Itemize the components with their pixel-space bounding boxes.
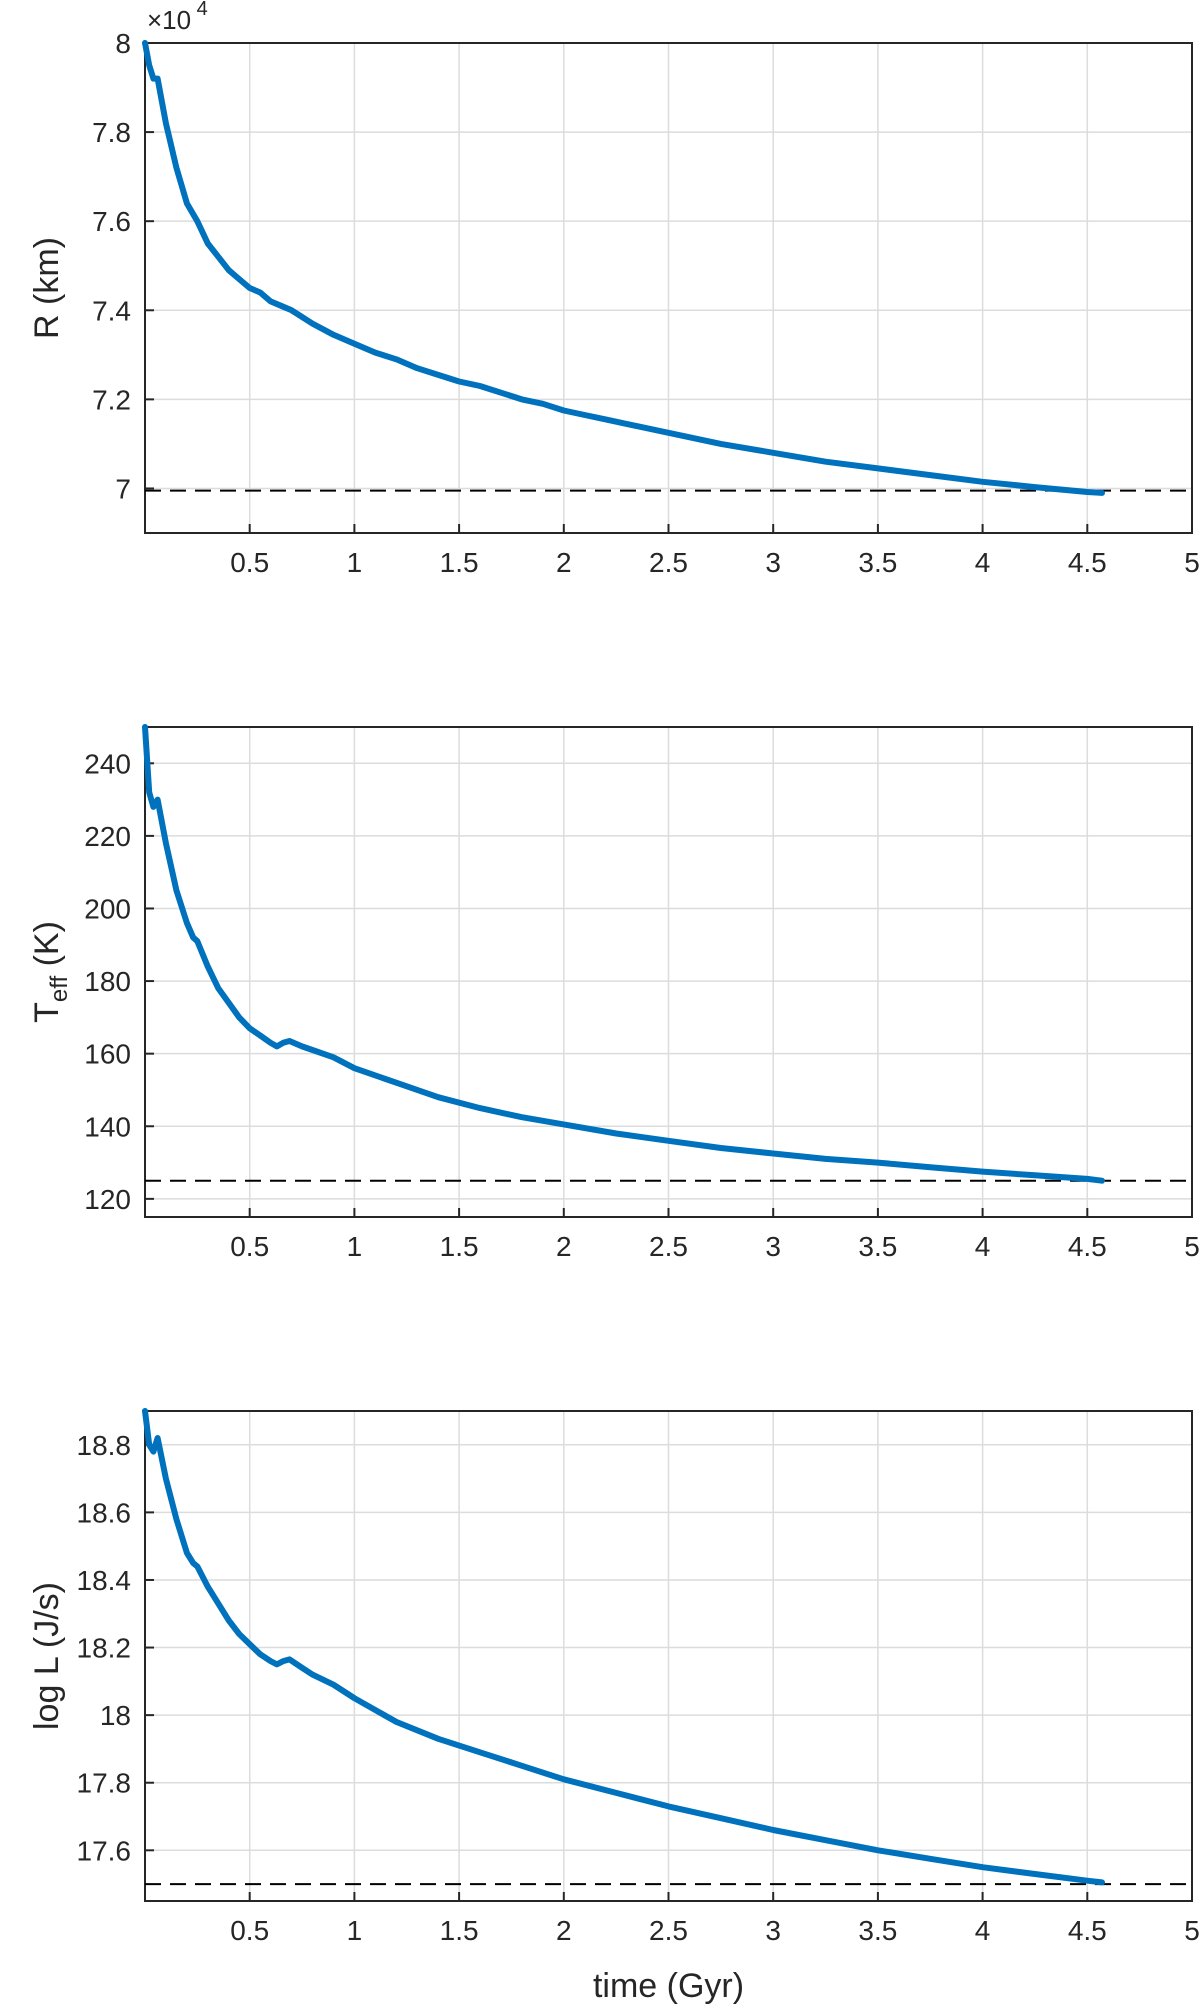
x-tick-label: 1	[347, 547, 363, 578]
x-tick-label: 0.5	[230, 547, 269, 578]
y-exponent-base: ×10	[147, 5, 191, 35]
y-tick-label: 7.8	[92, 117, 131, 148]
x-tick-label: 4	[975, 547, 991, 578]
chart-panel-2: 0.5 1 1.5 2 2.5 3 3.5 4 4.5 5 120 140 160 180 200 220 24…	[28, 724, 1200, 1262]
y-axis-label-subscript: eff	[46, 976, 73, 1003]
y-axis-label: log L (J/s)	[28, 1582, 66, 1730]
x-tick-label: 3	[765, 1915, 781, 1946]
y-tick-label: 7.2	[92, 384, 131, 415]
y-tick-label: 18.8	[77, 1430, 132, 1461]
x-tick-label: 2.5	[649, 547, 688, 578]
y-axis-label-main: T	[28, 1002, 66, 1023]
x-tick-label: 3	[765, 547, 781, 578]
y-axis-label: Teff (K)	[28, 921, 73, 1023]
x-axis-label: time (Gyr)	[593, 1967, 744, 2005]
x-tick-label: 3.5	[858, 1231, 897, 1262]
x-tick-label: 1	[347, 1231, 363, 1262]
x-tick-label: 3	[765, 1231, 781, 1262]
x-tick-label: 5	[1184, 1231, 1200, 1262]
y-tick-label: 200	[84, 893, 131, 924]
y-tick-label: 120	[84, 1184, 131, 1215]
x-tick-label: 1.5	[440, 1231, 479, 1262]
x-tick-label: 3.5	[858, 1915, 897, 1946]
x-tick-label: 1.5	[440, 1915, 479, 1946]
x-tick-label: 4	[975, 1915, 991, 1946]
y-axis-label-unit: (K)	[28, 921, 66, 976]
series-line	[142, 40, 1105, 496]
series-line	[142, 1408, 1105, 1886]
y-exponent-power: 4	[191, 0, 208, 20]
x-tick-label: 5	[1184, 547, 1200, 578]
x-tick-label: 4.5	[1068, 547, 1107, 578]
x-tick-label: 2	[556, 547, 572, 578]
y-tick-label: 17.8	[77, 1768, 132, 1799]
y-exponent-label: ×10 4	[147, 0, 208, 35]
y-tick-label: 140	[84, 1111, 131, 1142]
y-tick-label: 7	[115, 473, 131, 504]
y-tick-label: 7.4	[92, 295, 131, 326]
y-tick-label: 18.2	[77, 1633, 132, 1664]
x-tick-label: 1	[347, 1915, 363, 1946]
y-tick-label: 220	[84, 821, 131, 852]
chart-panel-3: 0.5 1 1.5 2 2.5 3 3.5 4 4.5 5 17.6 17.8 18 18.2 18.4 18…	[28, 1408, 1200, 2005]
x-tick-label: 1.5	[440, 547, 479, 578]
y-tick-label: 7.6	[92, 206, 131, 237]
x-tick-label: 2	[556, 1231, 572, 1262]
y-tick-label: 240	[84, 748, 131, 779]
x-tick-label: 0.5	[230, 1231, 269, 1262]
y-tick-label: 18.6	[77, 1497, 132, 1528]
x-tick-label: 4	[975, 1231, 991, 1262]
x-tick-label: 2.5	[649, 1231, 688, 1262]
x-tick-label: 2	[556, 1915, 572, 1946]
series-line	[142, 724, 1105, 1184]
x-tick-label: 0.5	[230, 1915, 269, 1946]
y-tick-label: 8	[115, 28, 131, 59]
x-tick-label: 2.5	[649, 1915, 688, 1946]
chart-panel-1: 0.5 1 1.5 2 2.5 3 3.5 4 4.5 5 7 7.2 7.4 7.6 7.8 8 R (km)…	[28, 0, 1200, 578]
y-tick-label: 160	[84, 1039, 131, 1070]
y-axis-label: R (km)	[28, 237, 66, 339]
y-tick-label: 180	[84, 966, 131, 997]
y-tick-label: 18.4	[77, 1565, 132, 1596]
x-tick-label: 3.5	[858, 547, 897, 578]
x-tick-label: 4.5	[1068, 1915, 1107, 1946]
y-tick-label: 17.6	[77, 1835, 132, 1866]
y-tick-label: 18	[100, 1700, 131, 1731]
x-tick-label: 5	[1184, 1915, 1200, 1946]
x-tick-label: 4.5	[1068, 1231, 1107, 1262]
